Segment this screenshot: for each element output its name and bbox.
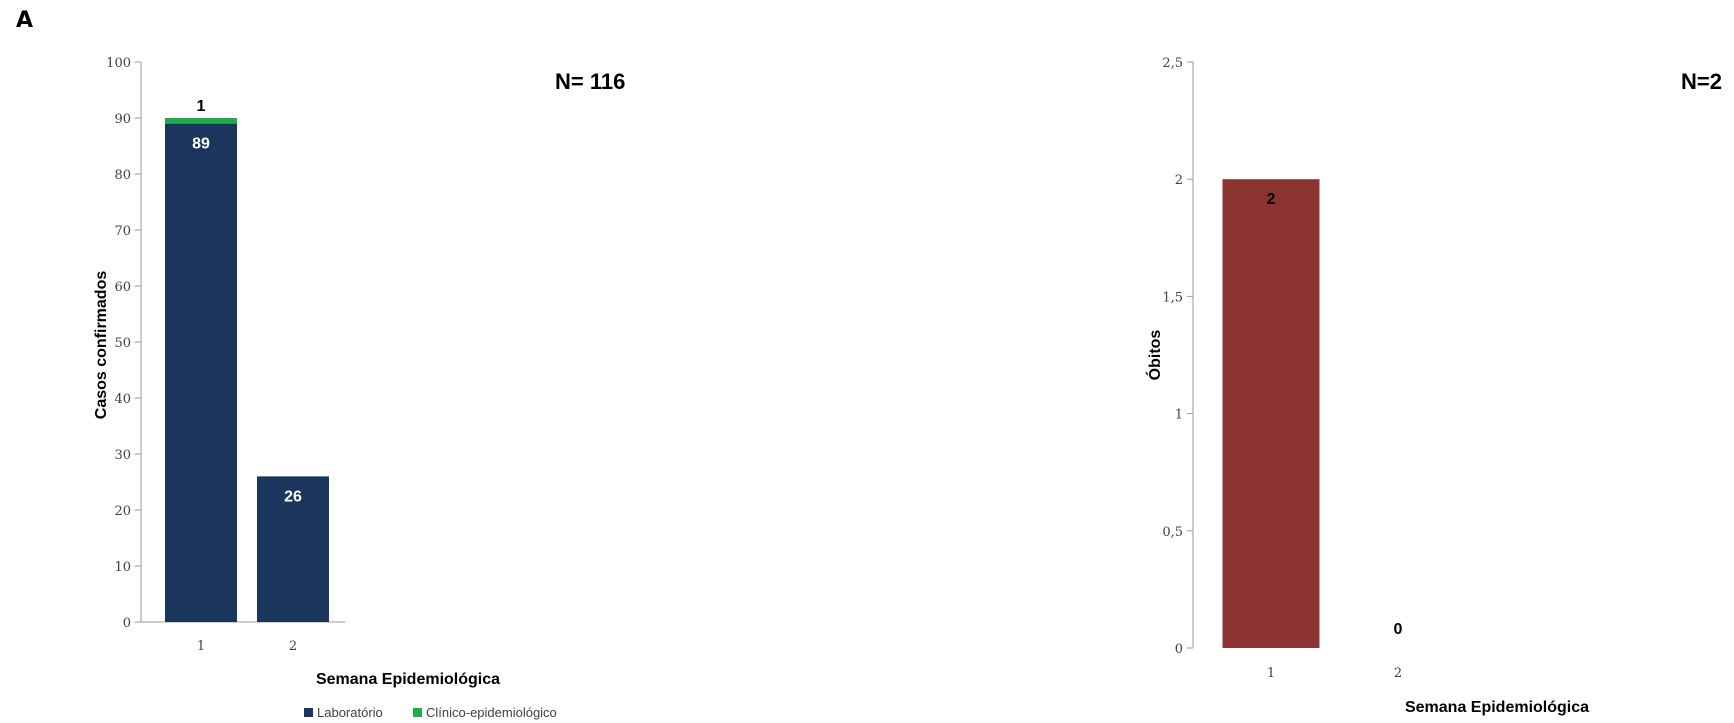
left-data-label: 26 bbox=[284, 488, 302, 505]
left-bar-cat2-series0 bbox=[257, 476, 329, 622]
legend-swatch-laboratorio bbox=[304, 708, 313, 717]
left-x-axis-title: Semana Epidemiológica bbox=[316, 671, 500, 688]
left-y-tick-label: 50 bbox=[114, 336, 131, 351]
left-y-tick-label: 40 bbox=[114, 392, 131, 407]
left-y-tick-label: 60 bbox=[114, 280, 131, 295]
legend-label-laboratorio: Laboratório bbox=[317, 705, 383, 720]
right-y-tick-label: 2,5 bbox=[1162, 56, 1183, 71]
right-y-tick-label: 0,5 bbox=[1162, 525, 1183, 540]
left-bars: 89 1 26 bbox=[165, 98, 329, 622]
left-bar-cat1-series1 bbox=[165, 118, 237, 124]
right-x-tick-label: 1 bbox=[1267, 666, 1275, 681]
left-y-tick-label: 0 bbox=[123, 616, 131, 631]
left-legend: Laboratório Clínico-epidemiológico bbox=[304, 705, 557, 720]
left-y-axis-title: Casos confirmados bbox=[93, 271, 110, 420]
left-y-tick-label: 70 bbox=[114, 224, 131, 239]
left-y-tick-label: 90 bbox=[114, 112, 131, 127]
right-y-ticks: 0 0,5 1 1,5 2 2,5 bbox=[1162, 56, 1193, 657]
right-bar-cat1-series0 bbox=[1222, 179, 1320, 648]
right-data-label: 2 bbox=[1267, 191, 1276, 208]
left-data-label: 1 bbox=[197, 98, 206, 115]
right-y-tick-label: 0 bbox=[1175, 642, 1183, 657]
legend-swatch-clinico bbox=[413, 708, 422, 717]
right-y-tick-label: 2 bbox=[1175, 173, 1183, 188]
right-y-tick-label: 1 bbox=[1175, 408, 1183, 423]
right-x-axis-title: Semana Epidemiológica bbox=[1405, 699, 1589, 716]
right-bars: 20 bbox=[1222, 179, 1403, 648]
right-data-label: 0 bbox=[1394, 621, 1403, 638]
left-data-label: 89 bbox=[192, 136, 210, 153]
right-n-annotation: N=2 bbox=[1681, 69, 1722, 94]
left-x-tick-label: 1 bbox=[197, 639, 205, 654]
right-y-axis-title: Óbitos bbox=[1145, 330, 1164, 381]
left-y-ticks: 0 10 20 30 40 50 60 70 80 90 100 bbox=[106, 56, 141, 631]
legend-label-clinico: Clínico-epidemiológico bbox=[426, 705, 557, 720]
left-y-tick-label: 100 bbox=[106, 56, 131, 71]
left-y-tick-label: 30 bbox=[114, 448, 131, 463]
left-x-tick-label: 2 bbox=[289, 639, 297, 654]
left-bar-cat1-series0 bbox=[165, 123, 237, 622]
left-n-annotation: N= 116 bbox=[555, 69, 625, 94]
right-x-tick-label: 2 bbox=[1394, 666, 1402, 681]
left-y-tick-label: 80 bbox=[114, 168, 131, 183]
panel-letter: A bbox=[16, 8, 34, 33]
right-y-tick-label: 1,5 bbox=[1162, 290, 1183, 305]
left-y-tick-label: 20 bbox=[114, 504, 131, 519]
left-y-tick-label: 10 bbox=[114, 560, 131, 575]
